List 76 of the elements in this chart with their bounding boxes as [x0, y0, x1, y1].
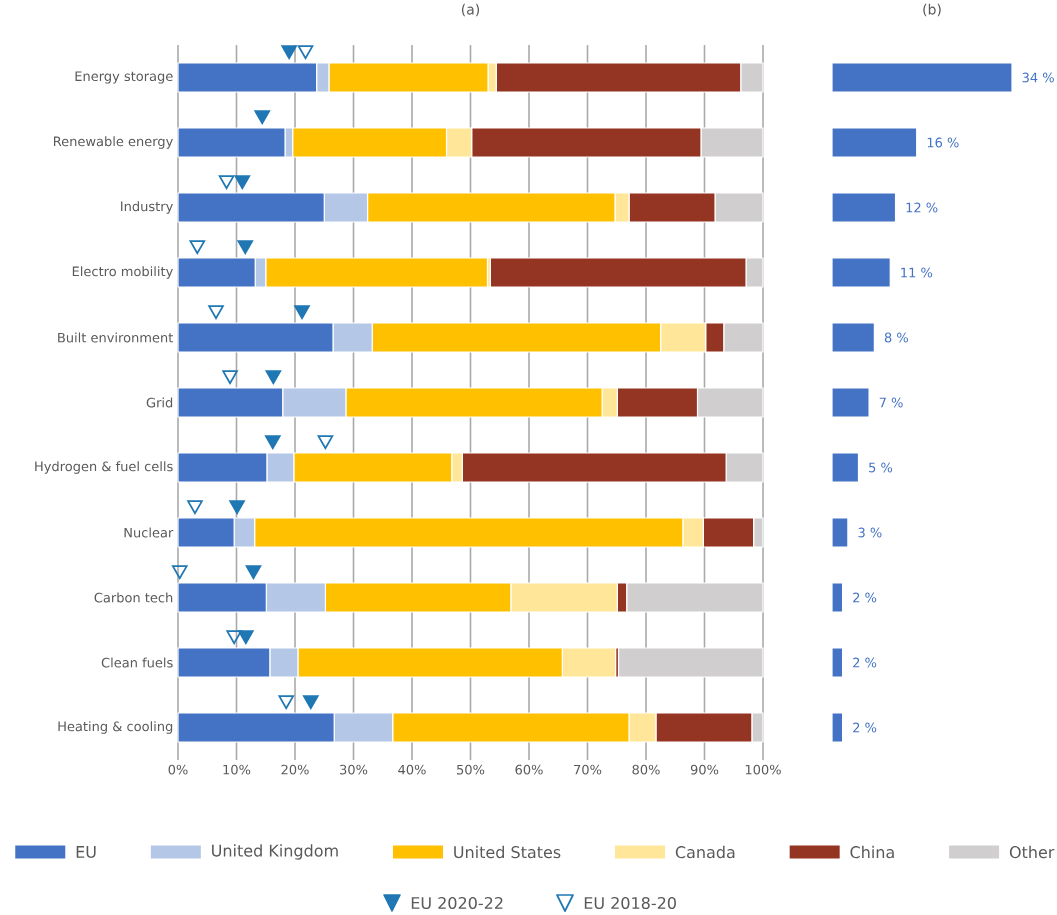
y-tick-label: Industry [121, 201, 173, 214]
point [294, 305, 310, 320]
point [317, 435, 334, 450]
x-tick-label: 50% [457, 764, 485, 775]
x-tick-label: 30% [340, 764, 368, 775]
point [187, 500, 203, 515]
data-label: 2 % [853, 657, 877, 668]
legend-label: China [850, 845, 894, 859]
bar [831, 452, 860, 483]
data-label: 16 % [927, 137, 959, 148]
point [189, 240, 206, 255]
point [264, 435, 281, 450]
point [297, 45, 314, 60]
x-tick-label: 40% [398, 764, 426, 775]
bar [831, 712, 844, 743]
y-tick-label: Clean fuels [101, 657, 173, 668]
bar [831, 387, 870, 418]
point [226, 630, 242, 645]
bar [831, 582, 844, 613]
x-tick-label: 10% [223, 764, 251, 775]
data-label: 11 % [901, 267, 933, 278]
x-tick-label: 90% [690, 764, 719, 775]
point [229, 500, 245, 515]
data-label: 2 % [853, 722, 877, 733]
x-tick-label: 60% [515, 764, 543, 775]
bar [831, 322, 875, 353]
point [171, 565, 188, 580]
legend-label: Canada [675, 845, 735, 859]
point [238, 630, 254, 645]
point [234, 175, 251, 190]
data-label: 8 % [884, 332, 908, 343]
bar [831, 192, 897, 223]
x-tick-label: 0% [168, 764, 188, 775]
x-tick-label: 100% [745, 764, 781, 775]
point [218, 175, 235, 190]
bar [617, 647, 764, 678]
data-label: 34 % [1022, 72, 1054, 83]
y-tick-label: Nuclear [124, 527, 174, 538]
legend-label: Other [1009, 845, 1055, 859]
data-label: 3 % [858, 527, 882, 538]
bar [831, 62, 1013, 93]
bar [831, 647, 844, 678]
bar [831, 127, 918, 158]
data-label: 2 % [853, 592, 877, 603]
legend-label: EU 2020-22 [411, 896, 503, 910]
point [281, 45, 297, 60]
data-label: 12 % [906, 202, 938, 213]
data-label: 5 % [869, 462, 893, 473]
bar [831, 257, 891, 288]
legend-label: United States [454, 845, 561, 859]
point [303, 695, 319, 710]
data-label: 7 % [879, 397, 903, 408]
y-tick-label: Hydrogen & fuel cells [35, 461, 173, 474]
y-tick-label: Energy storage [75, 71, 173, 84]
legend-label: United Kingdom [212, 844, 338, 860]
chart-title: (a) [461, 3, 480, 17]
y-tick-label: Grid [146, 397, 173, 408]
y-tick-label: Electro mobility [72, 266, 173, 279]
point [237, 240, 254, 255]
x-tick-label: 20% [281, 764, 309, 775]
y-tick-label: Carbon tech [94, 592, 173, 603]
point [222, 370, 238, 385]
point [265, 370, 282, 385]
point [245, 565, 262, 580]
x-tick-label: 70% [574, 764, 602, 775]
chart-title: (b) [923, 3, 941, 17]
bar [831, 517, 849, 548]
legend-label: EU [76, 846, 96, 858]
point [208, 305, 224, 320]
y-tick-label: Built environment [58, 332, 173, 343]
y-tick-label: Heating & cooling [58, 721, 173, 734]
point [278, 695, 295, 710]
point [254, 110, 271, 125]
x-tick-label: 80% [632, 764, 660, 775]
legend-label: EU 2018-20 [584, 896, 676, 910]
y-tick-label: Renewable energy [53, 136, 173, 149]
